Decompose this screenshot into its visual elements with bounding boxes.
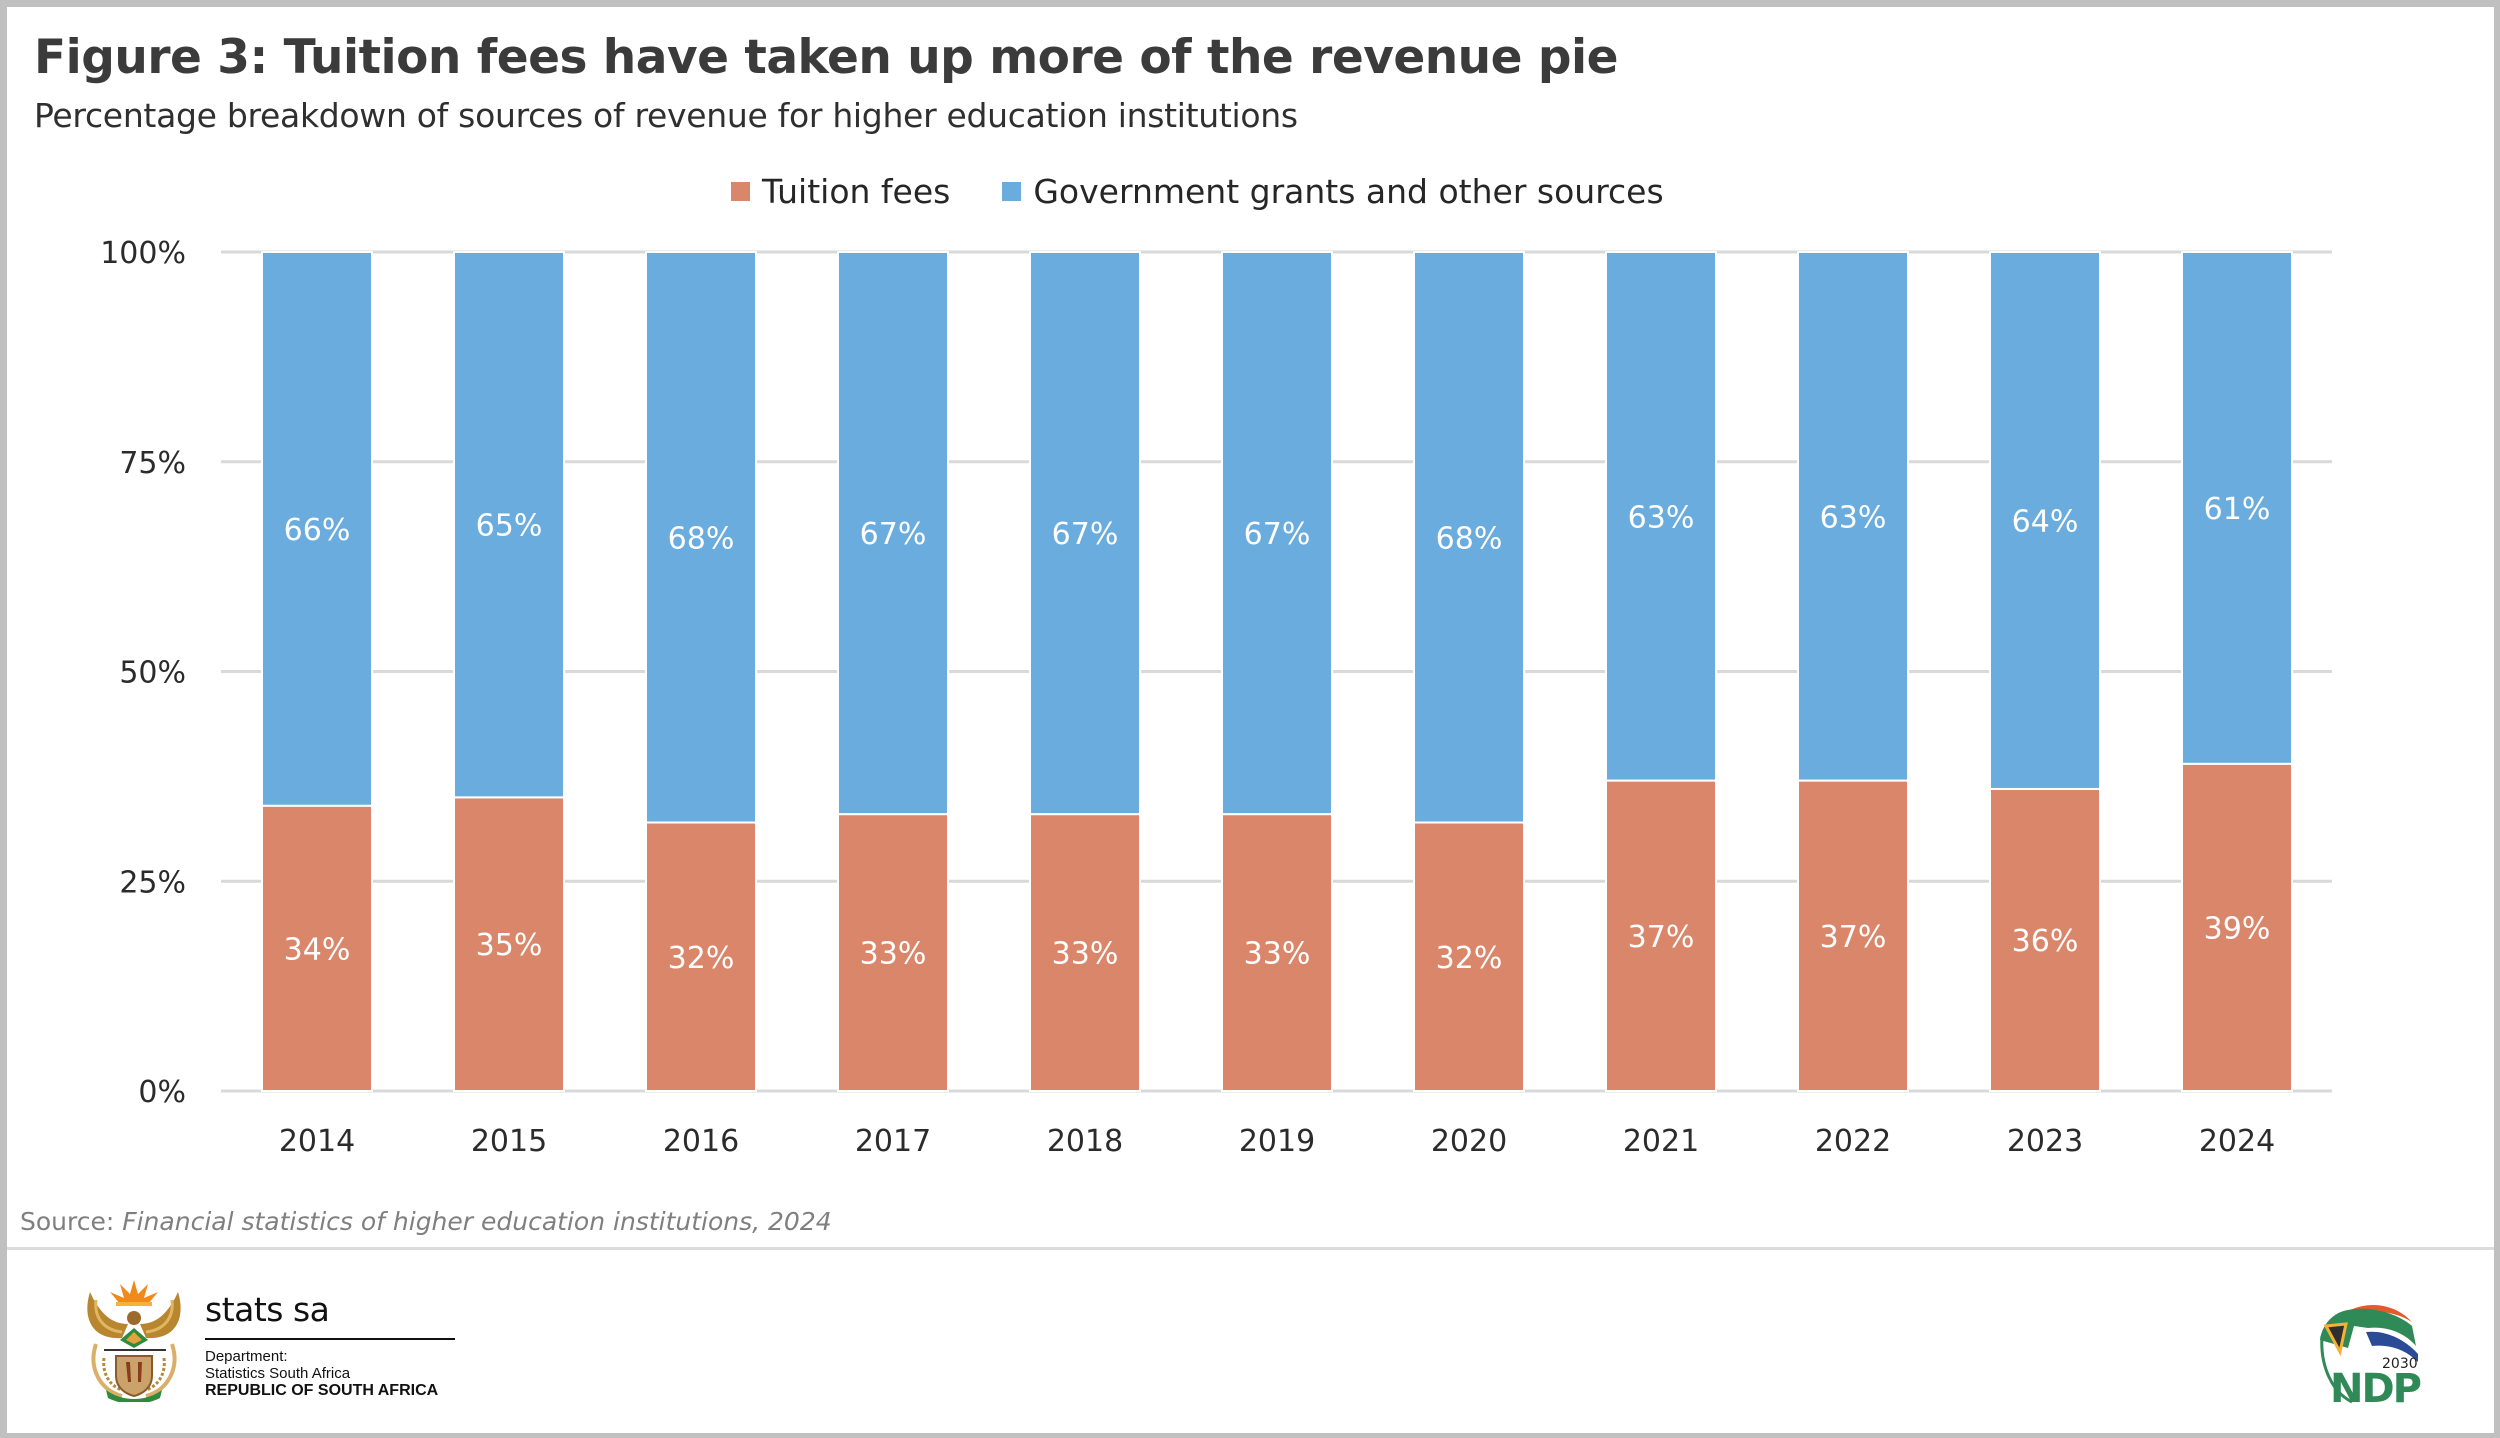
legend-label-tuition: Tuition fees — [762, 171, 951, 211]
source-title: Financial statistics of higher education… — [122, 1207, 832, 1236]
x-tick-label: 2024 — [2199, 1124, 2275, 1159]
bar-segment-government — [1221, 251, 1333, 816]
bar-segment-government — [645, 251, 757, 824]
y-tick-label: 50% — [119, 656, 186, 691]
data-label-tuition: 33% — [1052, 937, 1119, 972]
y-axis-ticks: 0% 25% 50% 75% 100% — [100, 236, 186, 1110]
bar-segment-tuition — [645, 821, 757, 1093]
bar-segment-tuition — [453, 796, 565, 1092]
bar-segment-tuition — [261, 804, 373, 1092]
x-tick-label: 2015 — [471, 1124, 547, 1159]
y-tick-label: 100% — [100, 236, 186, 271]
data-label-government: 65% — [476, 509, 543, 544]
x-tick-label: 2018 — [1047, 1124, 1123, 1159]
bar-segment-government — [1413, 251, 1525, 824]
x-tick-label: 2014 — [279, 1124, 355, 1159]
stats-sa-rule — [205, 1338, 455, 1340]
y-tick-label: 25% — [119, 865, 186, 900]
bar-segment-government — [1605, 251, 1717, 782]
data-label-government: 61% — [2204, 492, 2271, 527]
bars — [261, 251, 2293, 1093]
data-label-tuition: 33% — [860, 937, 927, 972]
bar-segment-tuition — [1797, 779, 1909, 1092]
data-label-tuition: 33% — [1244, 937, 1311, 972]
x-tick-label: 2017 — [855, 1124, 931, 1159]
bar-segment-tuition — [837, 813, 949, 1092]
department-line-2: Statistics South Africa — [205, 1365, 351, 1382]
stats-sa-logo: stats sa Department: Statistics South Af… — [70, 1268, 480, 1408]
bar-segment-government — [837, 251, 949, 816]
x-tick-label: 2021 — [1623, 1124, 1699, 1159]
x-tick-label: 2022 — [1815, 1124, 1891, 1159]
department-line-3: REPUBLIC OF SOUTH AFRICA — [205, 1382, 439, 1399]
bar-segment-government — [1029, 251, 1141, 816]
department-line-1: Department: — [205, 1348, 288, 1365]
chart-subtitle: Percentage breakdown of sources of reven… — [34, 96, 1298, 135]
data-label-government: 66% — [284, 513, 351, 548]
bar-segment-tuition — [1605, 779, 1717, 1092]
data-labels: 34% 66% 35% 65% 32% 68% 33% 67% 33% 67% 33% 67% 32% 6… — [284, 492, 2271, 976]
x-tick-label: 2016 — [663, 1124, 739, 1159]
chart-title: Figure 3: Tuition fees have taken up mor… — [34, 30, 1619, 85]
bar-segment-government — [453, 251, 565, 799]
ndp-2030-logo-icon: 2030 NDP — [2320, 1304, 2423, 1412]
x-tick-label: 2019 — [1239, 1124, 1315, 1159]
stats-sa-wordmark: stats sa — [205, 1290, 330, 1329]
bar-segment-tuition — [2181, 762, 2293, 1092]
legend-item-tuition: Tuition fees — [731, 172, 950, 211]
bar-segment-government — [2181, 251, 2293, 765]
legend-swatch-government — [1002, 181, 1022, 201]
data-label-government: 67% — [1244, 517, 1311, 552]
data-label-tuition: 36% — [2012, 924, 2079, 959]
legend-item-government: Government grants and other sources — [1002, 171, 1664, 211]
source-note: Source: Financial statistics of higher e… — [20, 1207, 832, 1236]
department-text: Department: Statistics South Africa REPU… — [205, 1348, 438, 1399]
bar-segment-government — [1797, 251, 1909, 782]
bar-segment-tuition — [1989, 787, 2101, 1093]
legend-label-government: Government grants and other sources — [1033, 171, 1664, 211]
data-label-government: 67% — [1052, 517, 1119, 552]
ndp-wordmark: NDP — [2330, 1366, 2421, 1412]
legend: Tuition fees Government grants and other… — [731, 171, 1716, 211]
ndp-year: 2030 — [2382, 1356, 2418, 1372]
data-label-government: 68% — [668, 521, 735, 556]
data-label-government: 64% — [2012, 504, 2079, 539]
legend-swatch-tuition — [731, 181, 750, 201]
bar-segment-government — [1989, 251, 2101, 790]
data-label-tuition: 34% — [284, 932, 351, 967]
data-label-tuition: 37% — [1628, 920, 1695, 955]
y-tick-label: 75% — [119, 446, 186, 481]
data-label-tuition: 39% — [2204, 911, 2271, 946]
source-prefix: Source: — [20, 1207, 123, 1236]
x-axis-ticks: 2014 2015 2016 2017 2018 2019 2020 2021 2022 2023… — [279, 1124, 2275, 1159]
data-label-tuition: 37% — [1820, 920, 1887, 955]
y-tick-label: 0% — [138, 1075, 186, 1110]
data-label-government: 68% — [1436, 521, 1503, 556]
coat-of-arms-icon — [87, 1280, 181, 1402]
x-tick-label: 2023 — [2007, 1124, 2083, 1159]
data-label-tuition: 32% — [668, 941, 735, 976]
footer-divider — [7, 1247, 2494, 1250]
data-label-government: 67% — [860, 517, 927, 552]
bar-segment-government — [261, 251, 373, 807]
bar-segment-tuition — [1413, 821, 1525, 1093]
x-tick-label: 2020 — [1431, 1124, 1507, 1159]
data-label-tuition: 32% — [1436, 941, 1503, 976]
data-label-government: 63% — [1628, 500, 1695, 535]
bar-segment-tuition — [1221, 813, 1333, 1092]
bar-segment-tuition — [1029, 813, 1141, 1092]
data-label-tuition: 35% — [476, 928, 543, 963]
data-label-government: 63% — [1820, 500, 1887, 535]
